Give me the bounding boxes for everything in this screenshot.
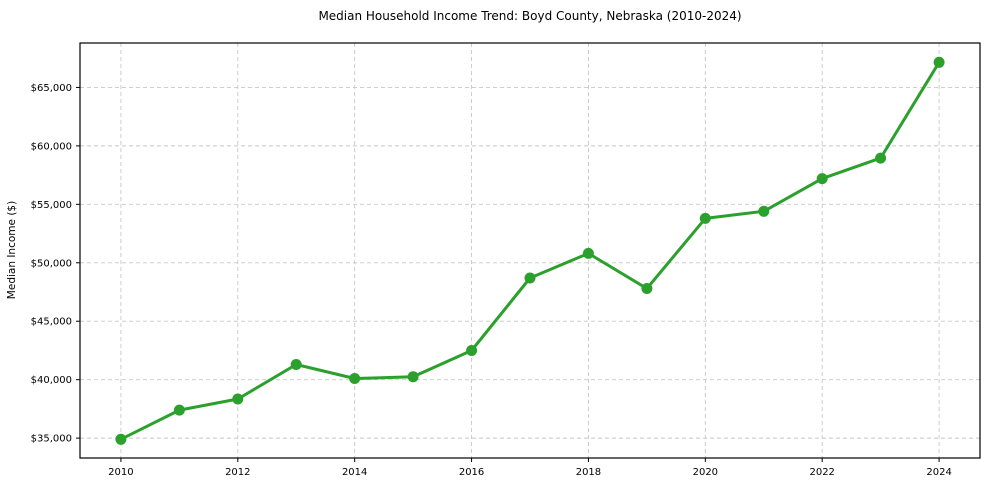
plot-border	[79, 42, 981, 459]
x-tick-label: 2010	[108, 467, 133, 478]
income-line-series	[115, 56, 945, 445]
x-tick-label: 2020	[693, 467, 718, 478]
x-tick-label: 2022	[809, 467, 834, 478]
y-tick-label: $40,000	[31, 375, 72, 386]
y-tick-label: $55,000	[31, 200, 72, 211]
gridlines	[80, 43, 980, 458]
y-axis-label: Median Income ($)	[6, 201, 18, 299]
data-point-2022	[816, 173, 828, 185]
x-tick-label: 2016	[459, 467, 484, 478]
x-tick-label: 2014	[342, 467, 367, 478]
y-tick-label: $60,000	[31, 141, 72, 152]
data-point-2024	[933, 56, 945, 68]
data-point-2013	[290, 359, 302, 370]
data-point-2012	[232, 393, 244, 405]
x-tick-label: 2018	[576, 467, 601, 478]
data-point-2010	[115, 433, 127, 445]
data-point-2011	[173, 404, 185, 416]
chart-title: Median Household Income Trend: Boyd Coun…	[318, 9, 741, 23]
data-point-2014	[349, 373, 361, 384]
data-point-2017	[524, 272, 536, 284]
y-tick-label: $45,000	[31, 317, 72, 328]
data-point-2018	[582, 247, 594, 259]
axis-ticks-and-labels: 2010 2012 2014 2016 2018 2020 2022 2024 $35,000 $…	[31, 83, 952, 478]
income-trend-line	[119, 60, 941, 441]
y-tick-label: $50,000	[31, 258, 72, 269]
data-point-2019	[641, 283, 653, 294]
data-point-2023	[875, 152, 887, 164]
y-tick-label: $35,000	[31, 434, 72, 445]
data-point-2021	[758, 205, 770, 217]
data-point-2016	[466, 345, 478, 356]
y-tick-label: $65,000	[31, 83, 72, 94]
x-tick-label: 2024	[926, 467, 951, 478]
data-point-2015	[407, 371, 419, 383]
data-point-2020	[699, 212, 711, 224]
x-tick-label: 2012	[225, 467, 250, 478]
